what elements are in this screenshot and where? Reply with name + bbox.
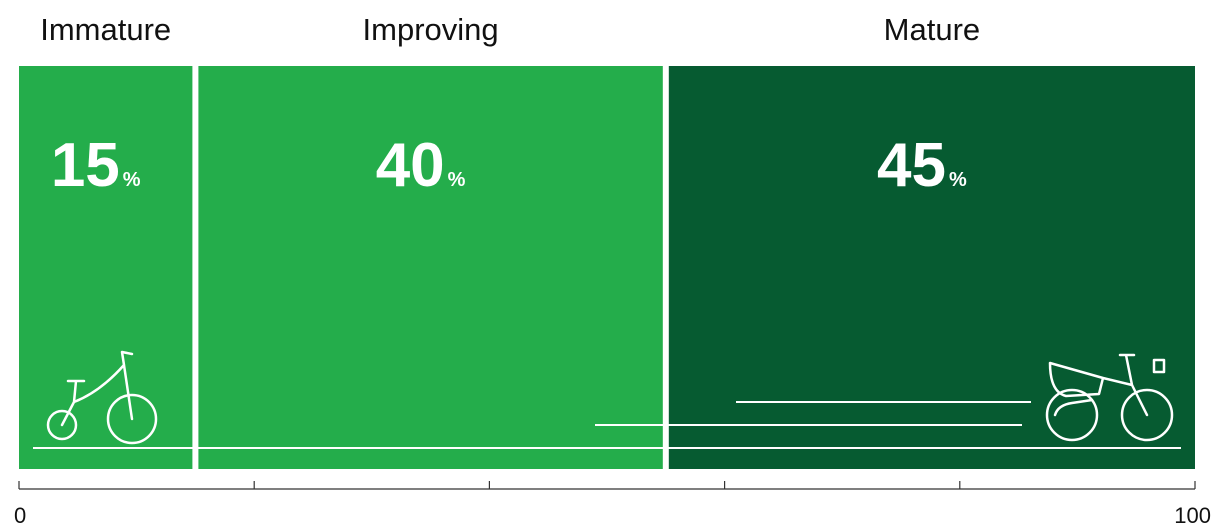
x-axis: 0 100 bbox=[14, 481, 1211, 528]
axis-tick-label-min: 0 bbox=[14, 503, 26, 528]
tricycle-icon bbox=[46, 350, 158, 445]
motorbike-frame bbox=[1048, 353, 1149, 417]
category-label-improving: Improving bbox=[363, 12, 499, 47]
motorbike-wheel-front bbox=[1120, 388, 1174, 442]
tricycle-wheel-back bbox=[46, 409, 78, 441]
motorbike-wheel-back bbox=[1045, 388, 1099, 442]
bar-segments bbox=[19, 66, 1195, 469]
decorations bbox=[33, 350, 1181, 449]
bar-segment-improving bbox=[198, 66, 663, 469]
axis-tick-label-max: 100 bbox=[1174, 503, 1211, 528]
percent-sign: % bbox=[448, 169, 466, 191]
percent-sign: % bbox=[123, 169, 141, 191]
category-labels: Immature Improving Mature bbox=[40, 12, 980, 47]
bar-segment-immature bbox=[19, 66, 193, 469]
motorbike-headlight bbox=[1152, 358, 1166, 374]
category-label-mature: Mature bbox=[884, 12, 980, 47]
tricycle-wheel-front bbox=[106, 393, 158, 445]
motorbike-icon bbox=[1045, 353, 1174, 442]
percent-sign: % bbox=[949, 169, 967, 191]
bar-segment-mature bbox=[668, 66, 1195, 469]
tricycle-frame bbox=[60, 350, 134, 427]
category-label-immature: Immature bbox=[40, 12, 171, 47]
